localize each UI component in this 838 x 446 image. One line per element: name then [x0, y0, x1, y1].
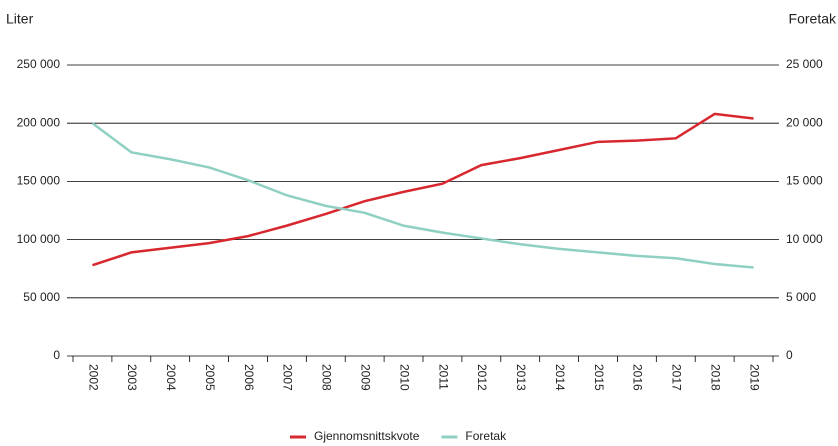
x-tick-label: 2008: [320, 364, 334, 391]
x-tick-label: 2007: [281, 364, 295, 391]
x-tick-label: 2004: [164, 364, 178, 391]
y2-tick-label: 10 000: [786, 232, 823, 246]
x-tick-label: 2005: [203, 364, 217, 391]
x-tick-label: 2014: [553, 364, 567, 391]
x-tick-label: 2011: [436, 364, 450, 390]
y2-tick-label: 0: [786, 348, 793, 362]
x-tick-label: 2006: [242, 364, 256, 391]
x-tick-label: 2013: [514, 364, 528, 391]
legend-label: Gjennomsnittskvote: [314, 429, 420, 443]
x-tick-label: 2016: [631, 364, 645, 391]
y2-tick-label: 15 000: [786, 174, 823, 188]
x-tick-label: 2012: [475, 364, 489, 391]
y-axis-title: Liter: [6, 11, 34, 27]
series-line: [91, 122, 754, 269]
y-tick-label: 50 000: [23, 290, 60, 304]
y2-axis-title: Foretak: [789, 11, 837, 27]
y-tick-label: 0: [53, 348, 60, 362]
y2-tick-label: 5 000: [786, 290, 816, 304]
y-tick-label: 200 000: [17, 115, 61, 129]
y2-tick-label: 25 000: [786, 57, 823, 71]
x-tick-label: 2018: [708, 364, 722, 391]
x-tick-label: 2003: [125, 364, 139, 391]
x-tick-label: 2017: [670, 364, 684, 391]
series-line: [92, 112, 754, 267]
x-tick-label: 2015: [592, 364, 606, 391]
x-tick-label: 2019: [747, 364, 761, 391]
y2-tick-label: 20 000: [786, 115, 823, 129]
x-tick-label: 2002: [86, 364, 100, 391]
x-tick-label: 2010: [397, 364, 411, 391]
x-tick-label: 2009: [358, 364, 372, 391]
y-tick-label: 150 000: [17, 174, 61, 188]
y-tick-label: 250 000: [17, 57, 61, 71]
legend-label: Foretak: [465, 429, 507, 443]
y-tick-label: 100 000: [17, 232, 61, 246]
